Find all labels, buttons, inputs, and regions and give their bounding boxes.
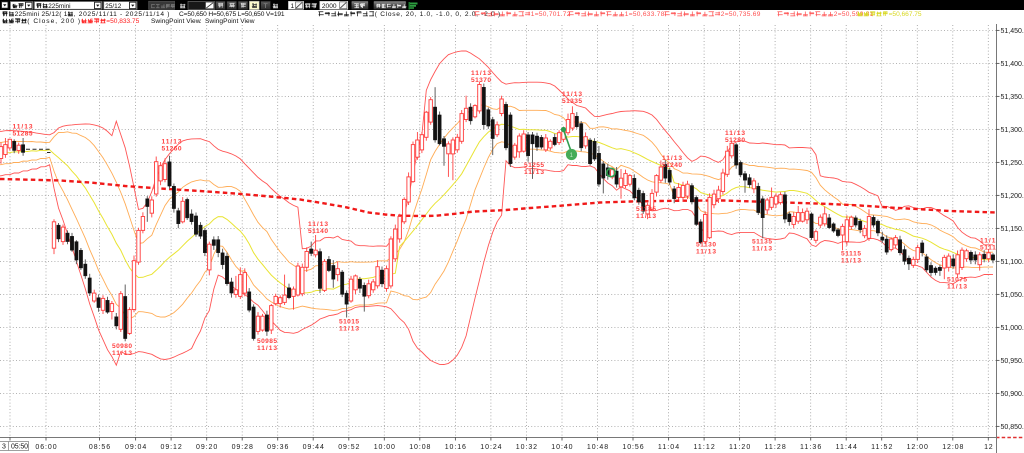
svg-text:10:56: 10:56 bbox=[622, 444, 643, 451]
svg-text:12:08: 12:08 bbox=[942, 444, 963, 451]
svg-text:( Close, 200 ): ( Close, 200 ) bbox=[27, 18, 80, 25]
svg-text:51130: 51130 bbox=[696, 242, 716, 249]
svg-text:09:28: 09:28 bbox=[232, 444, 253, 451]
svg-text:51,100.00: 51,100.00 bbox=[1001, 259, 1024, 266]
svg-text:SwingPoint View: SwingPoint View bbox=[151, 18, 201, 25]
svg-text:51370: 51370 bbox=[471, 77, 491, 84]
svg-text:, 2025/11/11 - 2025/11/14 ): , 2025/11/11 - 2025/11/14 ) bbox=[74, 11, 170, 18]
svg-text:225mini 25/12( 1: 225mini 25/12( 1 bbox=[15, 11, 68, 18]
svg-text:11:28: 11:28 bbox=[765, 444, 786, 451]
svg-text:=50,667.75: =50,667.75 bbox=[889, 11, 922, 18]
svg-text:50985: 50985 bbox=[257, 338, 277, 345]
svg-text:10:32: 10:32 bbox=[516, 444, 537, 451]
svg-text:11/13: 11/13 bbox=[308, 221, 328, 228]
svg-text:51255: 51255 bbox=[524, 162, 544, 169]
svg-text:51285: 51285 bbox=[13, 131, 33, 138]
svg-text:11:04: 11:04 bbox=[658, 444, 679, 451]
svg-text:3: 3 bbox=[2, 444, 6, 451]
svg-text:09:44: 09:44 bbox=[303, 444, 324, 451]
svg-text:10:16: 10:16 bbox=[445, 444, 466, 451]
svg-text:51280: 51280 bbox=[725, 137, 745, 144]
svg-text:51,400.00: 51,400.00 bbox=[1001, 61, 1024, 68]
svg-text:11/13: 11/13 bbox=[562, 91, 582, 98]
svg-text:1: 1 bbox=[570, 153, 574, 159]
svg-text:11/13: 11/13 bbox=[725, 130, 745, 137]
svg-text:05:50: 05:50 bbox=[11, 444, 28, 451]
svg-text:2=50,735.69: 2=50,735.69 bbox=[721, 11, 761, 18]
svg-text:50980: 50980 bbox=[112, 343, 132, 350]
svg-text:51075: 51075 bbox=[947, 277, 967, 284]
svg-text:11/13: 11/13 bbox=[662, 155, 682, 162]
svg-text:11/13: 11/13 bbox=[13, 124, 33, 131]
svg-text:51,300.00: 51,300.00 bbox=[1001, 127, 1024, 134]
svg-text:51,350.00: 51,350.00 bbox=[1001, 94, 1024, 101]
svg-text:11:36: 11:36 bbox=[800, 444, 821, 451]
svg-text:11/13: 11/13 bbox=[841, 258, 861, 265]
svg-text:51,250.00: 51,250.00 bbox=[1001, 160, 1024, 167]
svg-text:11/13: 11/13 bbox=[471, 70, 491, 77]
svg-text:50,850.00: 50,850.00 bbox=[1001, 424, 1024, 431]
svg-text:225mini: 225mini bbox=[48, 3, 70, 10]
svg-text:11/13: 11/13 bbox=[947, 284, 967, 291]
svg-text:11/13: 11/13 bbox=[257, 345, 277, 352]
svg-text:11/13: 11/13 bbox=[636, 213, 656, 220]
svg-text:11/13: 11/13 bbox=[162, 139, 182, 146]
svg-text:51140: 51140 bbox=[308, 228, 328, 235]
svg-text:25/12: 25/12 bbox=[105, 3, 121, 10]
svg-text:51135: 51135 bbox=[752, 239, 772, 246]
svg-text:51,000.00: 51,000.00 bbox=[1001, 325, 1024, 332]
svg-text:10:08: 10:08 bbox=[409, 444, 430, 451]
svg-text:51335: 51335 bbox=[562, 98, 582, 105]
svg-text:11:12: 11:12 bbox=[694, 444, 715, 451]
svg-text:11/13: 11/13 bbox=[339, 326, 359, 333]
svg-text:2=50,599.81: 2=50,599.81 bbox=[834, 11, 874, 18]
svg-text:12:00: 12:00 bbox=[907, 444, 928, 451]
svg-text:( Close, 20, 1.0, -1.0, 0, 2.0: ( Close, 20, 1.0, -1.0, 0, 2.0, -2.0 ) bbox=[375, 11, 500, 18]
svg-text:51260: 51260 bbox=[162, 146, 182, 153]
svg-text:51,450.00: 51,450.00 bbox=[1001, 28, 1024, 35]
svg-text:11:52: 11:52 bbox=[871, 444, 892, 451]
svg-text:09:20: 09:20 bbox=[196, 444, 217, 451]
svg-text:1=50,701.72: 1=50,701.72 bbox=[531, 11, 571, 18]
svg-text:1: 1 bbox=[291, 3, 295, 10]
svg-text:C=50,650 H=50,675 L=50,650 V=1: C=50,650 H=50,675 L=50,650 V=191 bbox=[179, 11, 285, 18]
svg-text:50,950.00: 50,950.00 bbox=[1001, 358, 1024, 365]
svg-text:09:52: 09:52 bbox=[338, 444, 359, 451]
svg-text:2000: 2000 bbox=[322, 3, 337, 10]
svg-text:51115: 51115 bbox=[980, 245, 1000, 252]
svg-text:09:12: 09:12 bbox=[161, 444, 182, 451]
svg-text:51115: 51115 bbox=[841, 251, 861, 258]
svg-text:11:44: 11:44 bbox=[836, 444, 857, 451]
svg-text:1=50,633.78: 1=50,633.78 bbox=[625, 11, 665, 18]
svg-text:11/13: 11/13 bbox=[980, 238, 1000, 245]
svg-text:51,150.00: 51,150.00 bbox=[1001, 226, 1024, 233]
svg-text:T: T bbox=[264, 3, 268, 10]
svg-text:10:24: 10:24 bbox=[480, 444, 501, 451]
svg-text:51,050.00: 51,050.00 bbox=[1001, 292, 1024, 299]
svg-text:51240: 51240 bbox=[662, 162, 682, 169]
svg-text:11/13: 11/13 bbox=[524, 169, 544, 176]
svg-text:09:04: 09:04 bbox=[125, 444, 146, 451]
svg-text::: : bbox=[200, 18, 202, 25]
svg-text:50,900.00: 50,900.00 bbox=[1001, 391, 1024, 398]
svg-text:06:00: 06:00 bbox=[35, 444, 56, 451]
svg-text:SwingPoint View: SwingPoint View bbox=[205, 18, 255, 25]
svg-text:51185: 51185 bbox=[636, 206, 656, 213]
svg-text:10:00: 10:00 bbox=[374, 444, 395, 451]
svg-text:11/13: 11/13 bbox=[752, 246, 772, 253]
svg-text:10:40: 10:40 bbox=[551, 444, 572, 451]
svg-text:11:20: 11:20 bbox=[729, 444, 750, 451]
svg-text:09:36: 09:36 bbox=[267, 444, 288, 451]
svg-text:11/13: 11/13 bbox=[696, 249, 716, 256]
svg-text:11/13: 11/13 bbox=[112, 350, 132, 357]
svg-text:51015: 51015 bbox=[339, 319, 359, 326]
svg-text:08:56: 08:56 bbox=[89, 444, 110, 451]
svg-text:51,200.00: 51,200.00 bbox=[1001, 193, 1024, 200]
svg-text:=50,833.75: =50,833.75 bbox=[106, 18, 139, 25]
svg-text:10:48: 10:48 bbox=[587, 444, 608, 451]
svg-text:12: 12 bbox=[984, 444, 993, 451]
